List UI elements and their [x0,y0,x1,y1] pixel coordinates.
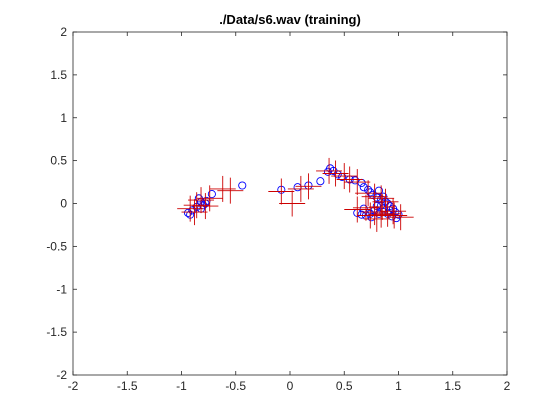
y-tick-label: 1.5 [50,68,67,82]
cross-point [209,175,236,202]
circle-point [183,208,193,217]
circle-point [387,212,397,221]
y-tick-label: -0.5 [46,239,67,253]
x-tick-label: -0.5 [225,379,246,393]
x-tick-label: -1.5 [117,379,138,393]
x-tick-label: -2 [68,379,79,393]
x-tick-label: 1 [395,379,402,393]
cross-point [381,202,408,229]
circle-point [357,210,366,219]
cross-point [374,200,401,227]
cross-point [355,180,382,207]
x-tick-label: 0 [287,379,294,393]
cross-point [344,169,371,196]
cross-point [316,157,343,184]
cross-point [372,188,399,215]
y-tick-label: -1.5 [46,325,67,339]
cross-point [196,185,223,212]
chart-title: ./Data/s6.wav (training) [219,12,361,27]
x-tick-label: -1 [176,379,187,393]
cross-point [344,196,371,223]
cross-point [336,166,363,193]
circle-point [238,181,247,190]
x-tick-label: 2 [504,379,511,393]
circle-point [359,183,368,192]
y-tick-label: -1 [56,282,67,296]
cross-point [268,178,295,205]
x-tick-label: 0.5 [336,379,353,393]
cross-point [380,198,407,225]
series-layer [177,157,414,232]
cross-point [331,163,358,190]
cross-point [287,175,314,202]
cross-point [181,199,208,226]
y-tick-label: -2 [56,368,67,382]
x-axis: -2 -1.5 -1 -0.5 0 0.5 1 1.5 2 [68,32,511,393]
circle-point [374,186,384,195]
y-tick-label: 1 [60,111,67,125]
cross-point [363,205,390,232]
y-axis: -2 -1.5 -1 -0.5 0 0.5 1 1.5 2 [46,25,507,382]
cross-point [279,190,306,217]
cross-point [368,201,395,228]
cross-point [192,193,219,220]
y-tick-label: 2 [60,25,67,39]
cross-series [177,157,414,232]
cross-point [295,173,322,200]
circle-point [366,188,375,197]
x-tick-label: 1.5 [444,379,461,393]
cross-point [217,177,244,204]
cross-point [387,204,414,231]
y-tick-label: 0 [60,197,67,211]
circle-point [207,190,216,199]
circle-point [316,177,325,186]
y-tick-label: 0.5 [50,154,67,168]
